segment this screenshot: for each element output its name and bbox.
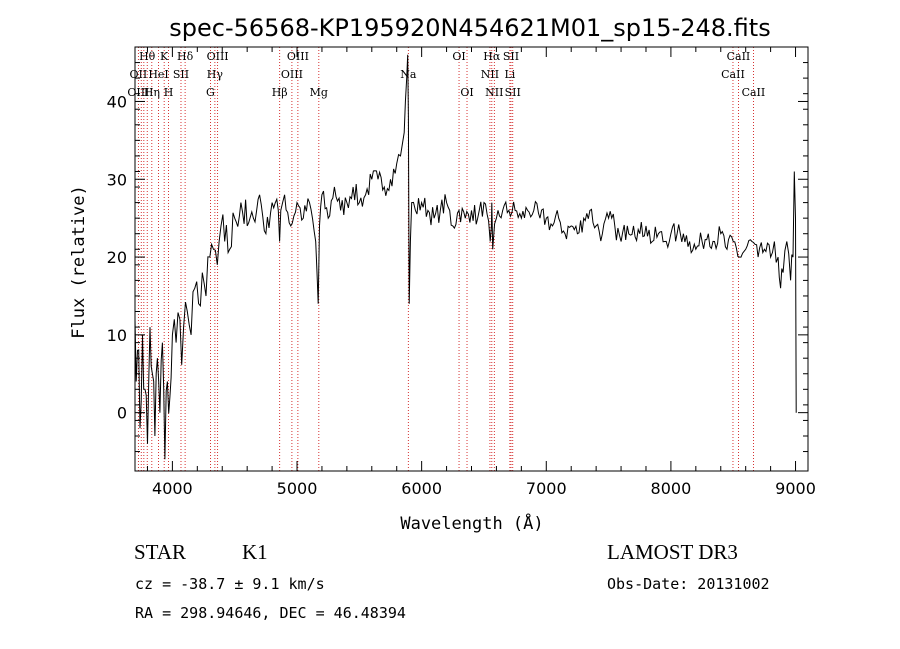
line-label: Hθ (139, 50, 156, 63)
survey-label: LAMOST DR3 (607, 540, 738, 564)
line-label: CaII (727, 50, 751, 63)
chart-title: spec-56568-KP195920N454621M01_sp15-248.f… (169, 14, 770, 42)
line-label: OI (452, 50, 465, 63)
line-label: H (164, 86, 174, 99)
redshift-value: cz = -38.7 ± 9.1 km/s (135, 575, 325, 593)
line-label: HeI (148, 68, 168, 81)
line-label: SII (173, 68, 189, 81)
y-tick-label: 30 (107, 170, 127, 189)
line-label: Hα (483, 50, 501, 63)
object-class: STAR (134, 540, 186, 564)
line-label: OIII (287, 50, 309, 63)
x-tick-label: 4000 (152, 479, 193, 498)
line-label: Hβ (272, 86, 288, 99)
line-label: K (160, 50, 169, 63)
axis-ticks: 4000 5000 6000 7000 8000 9000 0 10 20 30 40 (107, 47, 816, 498)
line-label: Hδ (177, 50, 194, 63)
line-label: Hη (144, 86, 160, 99)
line-label: OIII (127, 86, 149, 99)
line-label: SII (505, 86, 521, 99)
obs-date: Obs-Date: 20131002 (607, 575, 770, 593)
line-label: Hγ (207, 68, 224, 81)
x-tick-label: 9000 (775, 479, 816, 498)
line-label: CaII (721, 68, 745, 81)
x-tick-label: 5000 (277, 479, 318, 498)
x-tick-label: 7000 (526, 479, 567, 498)
line-label: Mg (310, 86, 328, 99)
line-label: OII (130, 68, 148, 81)
y-tick-label: 10 (107, 326, 127, 345)
line-label: Na (400, 68, 417, 81)
x-tick-label: 6000 (401, 479, 442, 498)
line-label: SII (503, 50, 519, 63)
line-label: OIII (281, 68, 303, 81)
plot-frame (134, 46, 809, 472)
y-tick-label: 40 (107, 92, 127, 111)
line-label: OI (460, 86, 473, 99)
line-label: NII (481, 68, 499, 81)
x-axis-label: Wavelength (Å) (400, 512, 543, 534)
line-label: Li (504, 68, 515, 81)
line-label: CaII (742, 86, 766, 99)
line-label: G (206, 86, 215, 99)
y-tick-label: 20 (107, 248, 127, 267)
spectrum-line (134, 54, 797, 460)
y-tick-label: 0 (117, 404, 127, 423)
x-tick-label: 8000 (651, 479, 692, 498)
line-label: OIII (207, 50, 229, 63)
y-axis-label: Flux (relative) (69, 185, 89, 339)
coordinates: RA = 298.94646, DEC = 46.48394 (135, 604, 406, 622)
line-label: NII (485, 86, 503, 99)
emission-line-markers (137, 47, 754, 471)
object-subclass: K1 (242, 540, 268, 564)
